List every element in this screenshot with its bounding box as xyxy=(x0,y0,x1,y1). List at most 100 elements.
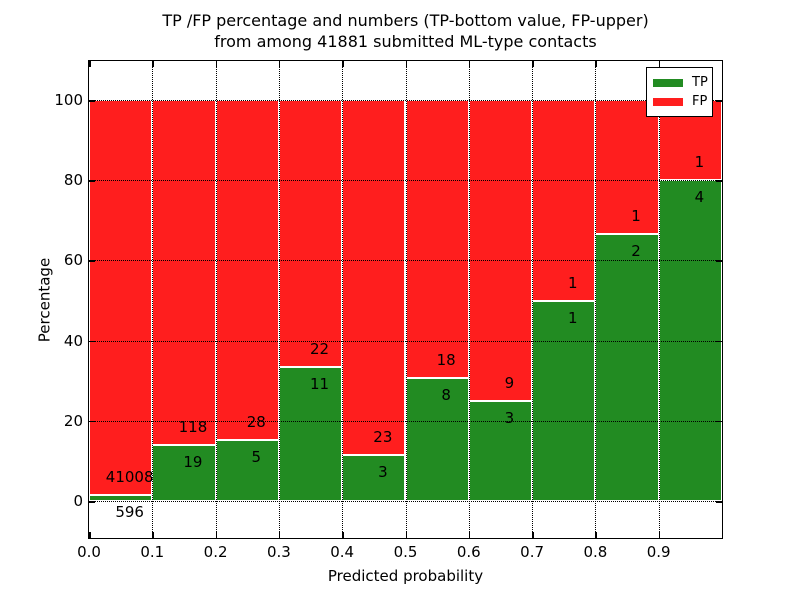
vertical-gridline xyxy=(658,61,660,538)
vertical-gridline xyxy=(532,61,534,538)
y-tick-mark xyxy=(89,420,95,423)
x-tick-mark xyxy=(89,61,91,67)
y-tick-label: 100 xyxy=(54,91,83,109)
bar-fp-segment xyxy=(342,100,406,455)
x-tick-mark xyxy=(278,532,281,538)
x-tick-mark xyxy=(405,532,407,538)
bar-fp-segment xyxy=(532,100,596,301)
bar-fp-segment xyxy=(278,100,343,368)
bar-fp-segment xyxy=(468,100,533,401)
x-tick-mark xyxy=(468,61,471,67)
y-tick-mark xyxy=(89,180,95,182)
vertical-gridline xyxy=(215,61,217,538)
x-tick-label: 0.3 xyxy=(266,543,291,561)
x-tick-mark xyxy=(342,61,344,67)
horizontal-gridline xyxy=(89,100,722,101)
bar-tp-segment xyxy=(532,300,596,501)
vertical-gridline xyxy=(152,61,154,538)
bar-fp-segment xyxy=(152,100,216,446)
x-tick-label: 0.4 xyxy=(330,543,355,561)
legend-item-label: TP xyxy=(692,75,708,90)
x-tick-label: 0.5 xyxy=(393,543,418,561)
x-tick-mark xyxy=(152,61,154,67)
y-tick-mark xyxy=(716,340,722,343)
tp-count-label: 19 xyxy=(183,453,203,472)
x-tick-label: 0.2 xyxy=(203,543,228,561)
x-tick-mark xyxy=(215,532,218,538)
x-tick-label: 0.0 xyxy=(77,543,101,561)
bar-tp-segment xyxy=(468,400,533,501)
vertical-gridline xyxy=(595,61,597,538)
bar-tp-segment xyxy=(89,495,153,501)
bar-fp-segment xyxy=(89,100,153,496)
x-tick-mark xyxy=(342,532,344,538)
x-tick-mark xyxy=(215,61,218,67)
bar-tp-segment xyxy=(658,180,722,501)
x-tick-label: 0.1 xyxy=(140,543,165,561)
fp-legend-swatch xyxy=(653,97,683,106)
horizontal-gridline xyxy=(89,180,722,182)
x-tick-mark xyxy=(595,61,597,67)
x-tick-label: 0.7 xyxy=(520,543,545,561)
tp-count-label: 5 xyxy=(251,448,262,467)
horizontal-gridline xyxy=(89,340,722,342)
fp-count-label: 1 xyxy=(567,273,578,292)
fp-count-label: 18 xyxy=(436,350,456,369)
y-tick-label: 20 xyxy=(63,411,83,430)
y-tick-mark xyxy=(89,260,95,262)
legend-item: FP xyxy=(653,92,712,111)
y-tick-mark xyxy=(89,501,95,503)
tp-count-label: 3 xyxy=(378,462,388,481)
tp-count-label: 3 xyxy=(504,408,515,427)
x-tick-label: 0.6 xyxy=(456,543,481,561)
y-tick-mark xyxy=(716,260,722,262)
vertical-gridline xyxy=(278,61,280,538)
plot-area: 41008 596 118 19 28 5 22 11 23 3 18 8 9 3 1 1 1 2 1 4 xyxy=(88,60,723,539)
x-tick-mark xyxy=(468,532,471,538)
y-tick-mark xyxy=(716,180,722,182)
y-tick-mark xyxy=(89,340,95,343)
y-tick-label: 80 xyxy=(63,171,83,190)
fp-count-label: 23 xyxy=(373,427,393,446)
x-tick-mark xyxy=(532,532,534,538)
legend-item-label: FP xyxy=(692,94,708,109)
bar-tp-segment xyxy=(595,233,659,501)
chart-title: TP /FP percentage and numbers (TP-bottom… xyxy=(89,10,722,52)
fp-count-label: 118 xyxy=(178,418,208,437)
horizontal-gridline xyxy=(89,501,722,502)
x-tick-mark xyxy=(278,61,281,67)
tp-count-label: 1 xyxy=(567,308,578,327)
y-tick-mark xyxy=(89,100,95,102)
bar-tp-segment xyxy=(152,445,216,501)
bar-tp-segment xyxy=(278,367,343,501)
bar-fp-segment xyxy=(215,100,279,441)
fp-count-label: 28 xyxy=(246,413,266,432)
y-tick-mark xyxy=(716,501,722,503)
x-tick-mark xyxy=(658,61,661,67)
fp-count-label: 1 xyxy=(631,206,641,225)
vertical-gridline xyxy=(342,61,344,538)
bar-fp-segment xyxy=(595,100,659,234)
legend-item: TP xyxy=(653,73,712,92)
x-tick-mark xyxy=(532,61,534,67)
vertical-gridline xyxy=(405,61,407,538)
y-tick-mark xyxy=(716,100,722,102)
fp-count-label: 22 xyxy=(310,340,330,359)
x-tick-mark xyxy=(658,532,661,538)
bar-fp-segment xyxy=(405,100,469,378)
x-tick-label: 0.9 xyxy=(646,543,671,561)
y-axis-label: Percentage xyxy=(35,257,54,343)
x-tick-mark xyxy=(405,61,407,67)
legend: TP FP xyxy=(646,67,713,117)
bar-tp-segment xyxy=(342,454,406,501)
tp-count-label: 4 xyxy=(694,188,705,207)
x-axis-label: Predicted probability xyxy=(327,567,484,585)
tp-count-label: 8 xyxy=(441,385,451,404)
tp-count-label: 2 xyxy=(631,241,641,260)
vertical-gridline xyxy=(468,61,470,538)
fp-count-label: 41008 xyxy=(105,468,154,487)
y-tick-mark xyxy=(716,420,722,423)
x-tick-mark xyxy=(595,532,597,538)
fp-count-label: 9 xyxy=(504,373,515,392)
